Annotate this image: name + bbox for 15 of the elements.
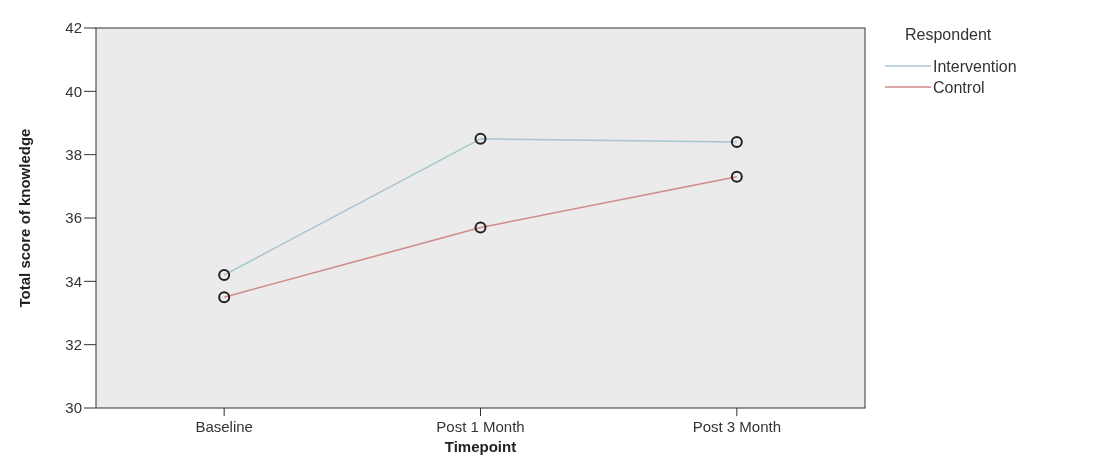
y-axis-title: Total score of knowledge (16, 128, 33, 308)
x-axis-title: Timepoint (444, 438, 517, 455)
y-tick-label: 30 (65, 399, 82, 417)
legend-label: Intervention (933, 57, 1017, 75)
y-tick-label: 42 (65, 19, 82, 37)
legend-title: Respondent (905, 26, 992, 43)
x-tick-label: Post 3 Month (692, 418, 782, 435)
y-tick-label: 36 (65, 209, 82, 227)
x-tick-label: Post 1 Month (436, 418, 525, 435)
x-tick-label: Baseline (195, 418, 253, 435)
y-tick-label: 38 (65, 145, 82, 163)
legend-label: Control (933, 78, 985, 96)
y-tick-label: 40 (65, 82, 82, 100)
y-tick-label: 34 (65, 272, 82, 290)
y-tick-label: 32 (65, 335, 82, 353)
